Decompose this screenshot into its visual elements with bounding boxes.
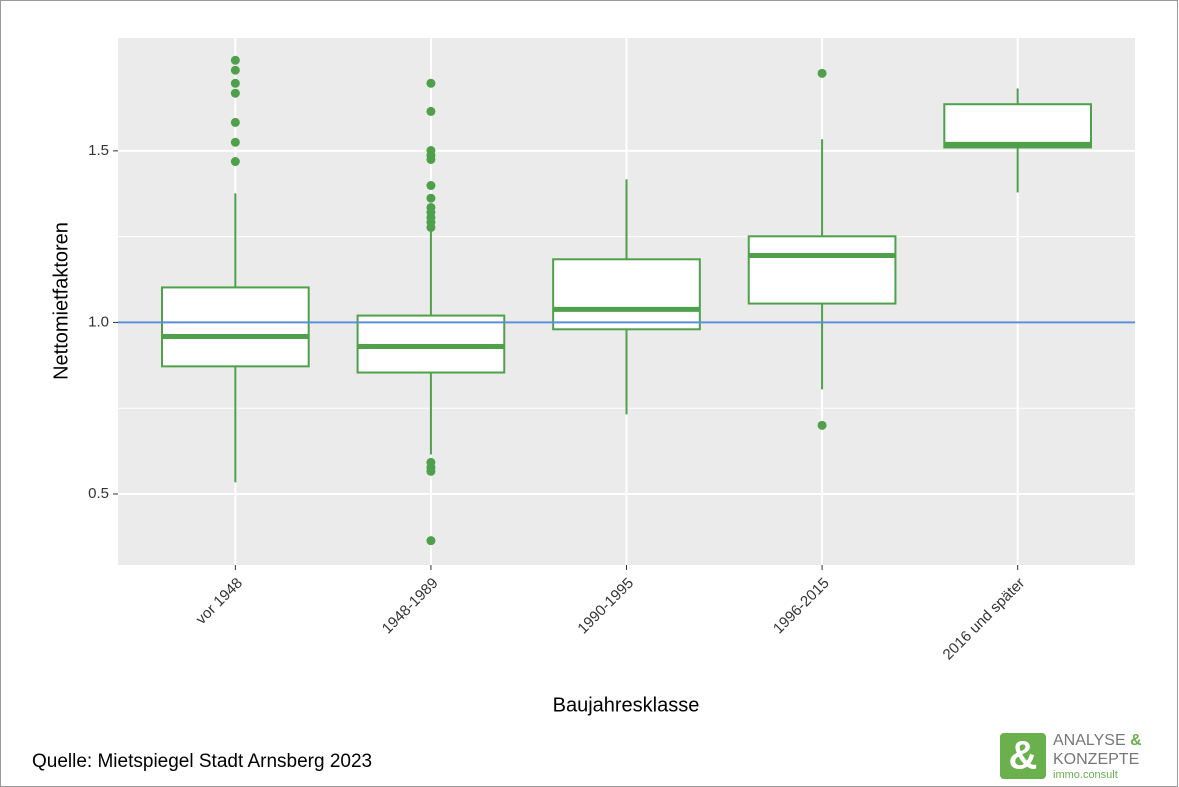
outlier — [230, 78, 240, 88]
source: Quelle: Mietspiegel Stadt Arnsberg 2023 — [32, 751, 372, 772]
outlier — [230, 65, 240, 75]
box — [552, 258, 701, 331]
outlier — [230, 137, 240, 147]
y-tick-label: 1.0 — [88, 313, 109, 330]
outlier — [230, 88, 240, 98]
outlier — [230, 117, 240, 127]
logo-line1-text: ANALYSE — [1053, 732, 1126, 749]
outlier — [426, 193, 436, 203]
outlier — [426, 78, 436, 88]
box — [161, 286, 310, 368]
outlier — [426, 106, 436, 116]
outlier — [426, 222, 436, 232]
outlier — [426, 154, 436, 164]
logo-line2: KONZEPTE — [1053, 751, 1139, 768]
outlier — [817, 68, 827, 78]
outlier — [230, 55, 240, 65]
y-tick-label: 1.5 — [88, 142, 109, 159]
logo-box — [1000, 733, 1046, 779]
logo-symbol: & — [1009, 734, 1038, 778]
box — [747, 235, 897, 305]
outlier — [426, 466, 436, 476]
box — [943, 103, 1092, 149]
y-axis-label: Nettomietfaktoren — [50, 222, 72, 380]
logo: & ANALYSE & KONZEPTE immo.consult — [1000, 732, 1142, 781]
outlier — [426, 536, 436, 546]
y-tick-label: 0.5 — [88, 485, 109, 502]
logo-line3: immo.consult — [1053, 769, 1118, 781]
logo-line1: ANALYSE & — [1053, 732, 1142, 749]
x-axis-label: Baujahresklasse — [553, 694, 700, 716]
logo-line1-symbol: & — [1130, 732, 1142, 749]
outlier — [817, 420, 827, 430]
outlier — [230, 157, 240, 167]
outlier — [426, 181, 436, 191]
